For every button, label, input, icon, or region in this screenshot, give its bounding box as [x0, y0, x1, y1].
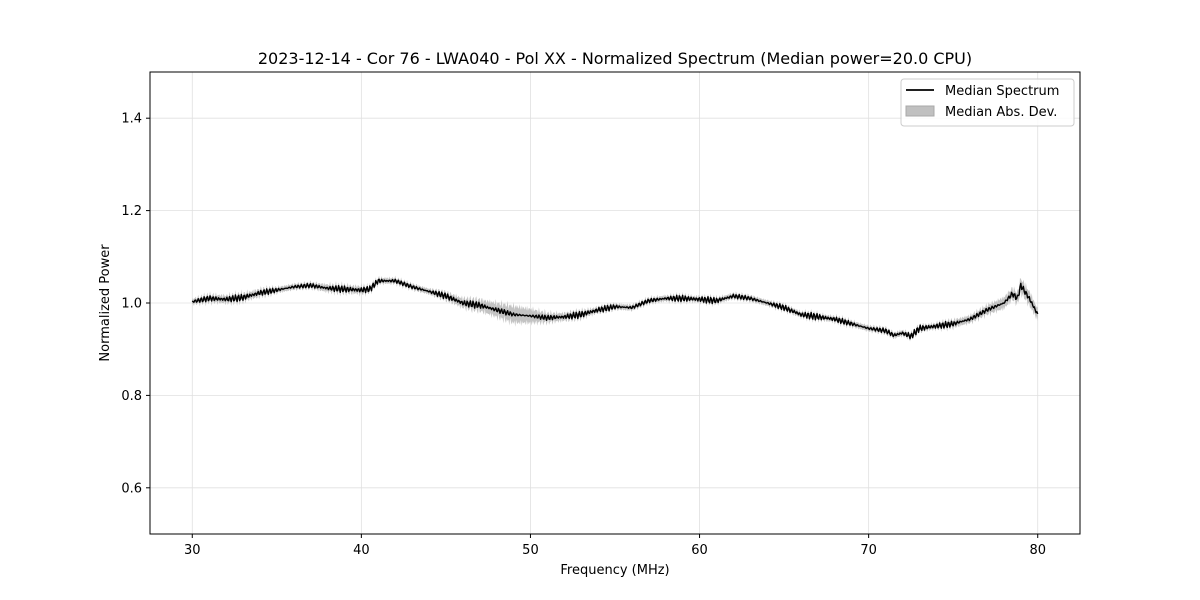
y-tick-label: 1.0: [121, 297, 142, 312]
legend-label-median-spectrum: Median Spectrum: [945, 84, 1059, 99]
x-tick-label: 70: [860, 543, 877, 558]
y-tick-label: 0.6: [121, 481, 142, 496]
legend-box: [900, 78, 1075, 127]
x-tick-label: 30: [184, 543, 201, 558]
legend-label-median-abs-dev: Median Abs. Dev.: [945, 105, 1057, 120]
x-tick-label: 50: [522, 543, 539, 558]
x-axis-label: Frequency (MHz): [560, 563, 669, 578]
y-tick-label: 1.4: [121, 112, 142, 127]
y-tick-label: 1.2: [121, 204, 142, 219]
chart-title: 2023-12-14 - Cor 76 - LWA040 - Pol XX - …: [258, 49, 972, 68]
y-tick-label: 0.8: [121, 389, 142, 404]
y-axis-label: Normalized Power: [98, 244, 113, 362]
x-tick-label: 80: [1029, 543, 1046, 558]
legend: Median Spectrum Median Abs. Dev.: [900, 78, 1075, 127]
x-tick-label: 60: [691, 543, 708, 558]
legend-swatch-median-abs-dev: [905, 105, 935, 117]
median-spectrum-line: [191, 278, 1039, 340]
x-tick-label: 40: [353, 543, 370, 558]
